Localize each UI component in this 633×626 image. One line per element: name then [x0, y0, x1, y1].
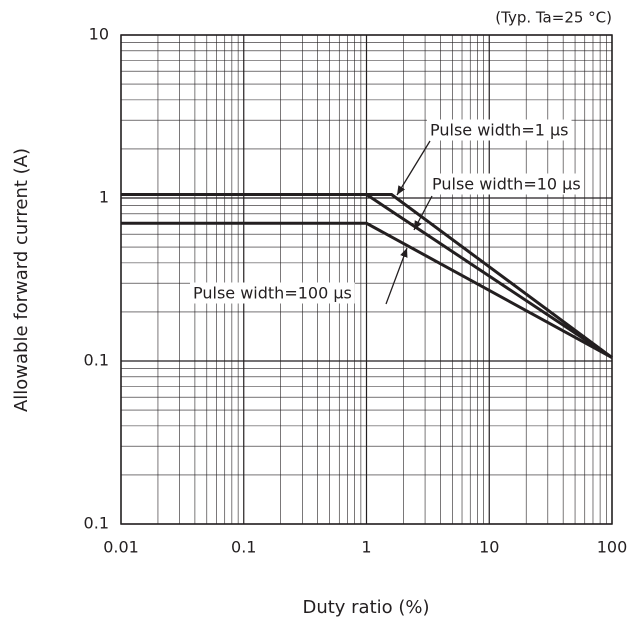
y-axis-label: Allowable forward current (A) [11, 148, 32, 412]
x-tick-label: 0.01 [103, 538, 139, 557]
y-tick-label: 10 [89, 25, 109, 44]
label-box [190, 282, 355, 304]
x-tick-label: 10 [479, 538, 499, 557]
series-label: Pulse width=10 µs [432, 175, 581, 194]
plot-frame [120, 34, 613, 525]
series-line [121, 193, 613, 359]
series-label: Pulse width=1 µs [430, 121, 569, 140]
leader-line [385, 247, 408, 305]
label-box [429, 173, 584, 195]
chart-subtitle: (Typ. Ta=25 °C) [495, 9, 612, 27]
label-box [427, 119, 572, 141]
y-tick-label: 0.1 [84, 514, 109, 533]
x-axis-label: Duty ratio (%) [302, 597, 429, 618]
y-tick-label: 1 [99, 188, 109, 207]
series-line [121, 221, 613, 359]
y-tick-label: 0.1 [84, 351, 109, 370]
leader-line [413, 195, 433, 231]
leader-line [396, 140, 431, 196]
x-tick-label: 100 [597, 538, 628, 557]
x-tick-label: 1 [361, 538, 371, 557]
series-label: Pulse width=100 µs [193, 284, 352, 303]
x-tick-label: 0.1 [231, 538, 256, 557]
